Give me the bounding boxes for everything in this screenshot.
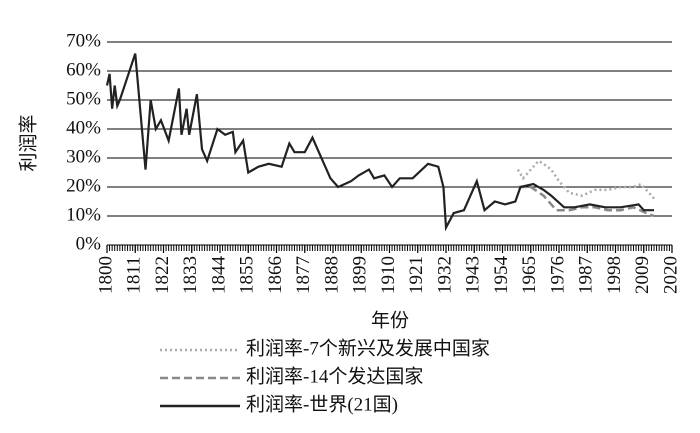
x-tick-label: 1910 (378, 256, 399, 294)
x-tick-label: 1833 (180, 256, 201, 294)
x-tick-label: 1888 (321, 256, 342, 294)
series-line (516, 159, 655, 200)
x-tick-label: 1877 (293, 256, 314, 294)
x-tick-label: 1844 (208, 256, 229, 295)
y-tick-label: 30% (66, 146, 101, 167)
x-tick-label: 1932 (434, 256, 455, 294)
x-tick-label: 1899 (350, 256, 371, 294)
x-tick-label: 1800 (95, 256, 116, 294)
y-tick-label: 20% (66, 175, 101, 196)
series-line (517, 185, 655, 218)
x-tick-label: 1855 (237, 256, 258, 294)
x-tick-label: 1811 (124, 256, 145, 293)
x-tick-label: 1921 (406, 256, 427, 294)
y-tick-label: 50% (66, 88, 101, 109)
x-tick-label: 1866 (265, 256, 286, 294)
x-axis-label: 年份 (371, 309, 409, 331)
x-tick-label: 1822 (152, 256, 173, 294)
x-tick-label: 1954 (491, 256, 512, 295)
x-tick-label: 1998 (604, 256, 625, 294)
y-axis-label: 利润率 (17, 114, 39, 171)
legend-label: 利润率-14个发达国家 (246, 365, 423, 387)
y-tick-label: 10% (66, 204, 101, 225)
y-tick-label: 70% (66, 30, 101, 51)
x-tick-label: 1965 (519, 256, 540, 294)
y-tick-label: 40% (66, 117, 101, 138)
series-line (105, 53, 655, 232)
legend-label: 利润率-世界(21国) (246, 393, 398, 415)
x-tick-label: 2020 (660, 256, 681, 294)
x-tick-label: 2009 (632, 256, 653, 294)
y-tick-label: 60% (66, 59, 101, 80)
x-tick-label: 1976 (547, 256, 568, 294)
x-tick-label: 1943 (463, 256, 484, 294)
x-tick-label: 1987 (576, 256, 597, 294)
legend-label: 利润率-7个新兴及发展中国家 (246, 337, 490, 359)
y-tick-label: 0% (76, 233, 102, 254)
